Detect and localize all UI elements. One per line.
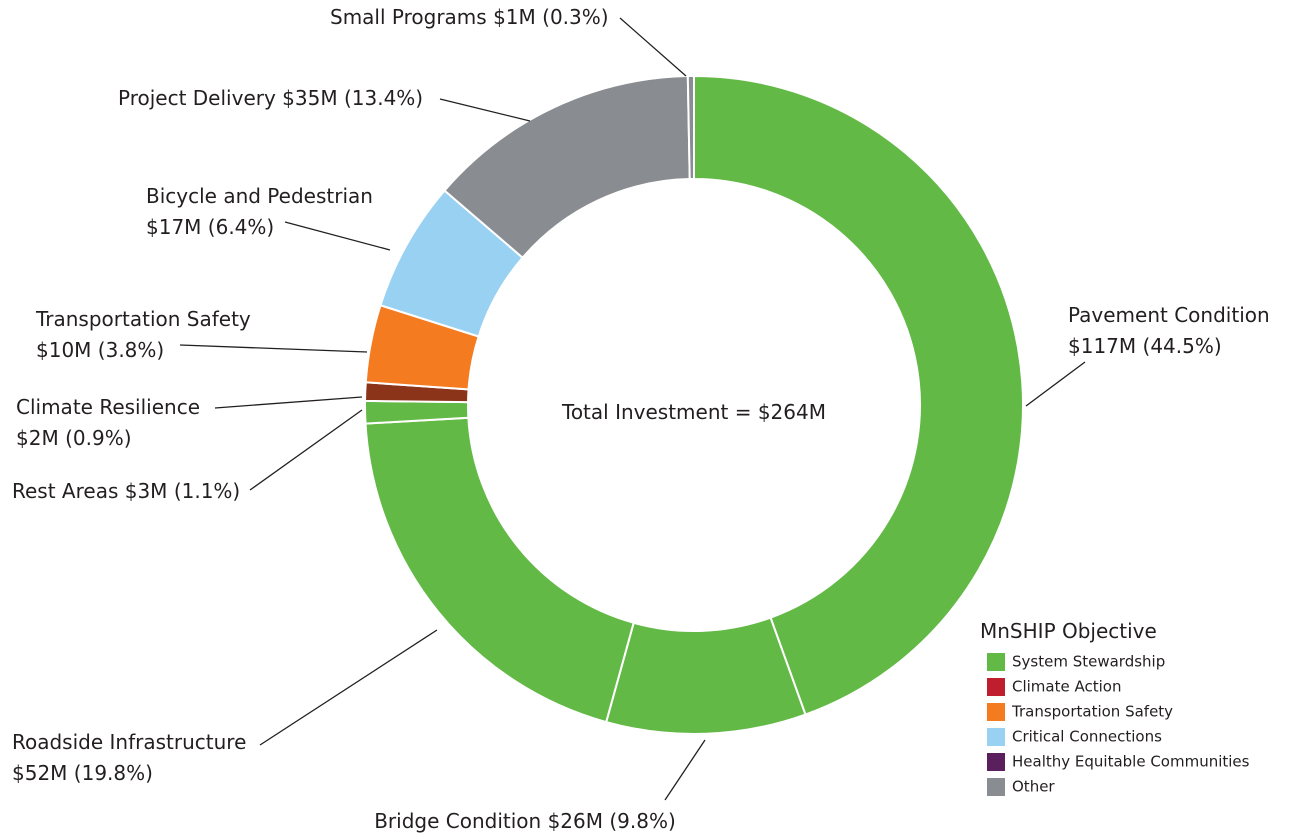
label-percent: (0.3%): [542, 5, 608, 29]
slice-label: Project Delivery $35M (13.4%): [118, 86, 423, 110]
slice-label: Bicycle and Pedestrian $17M (6.4%): [146, 184, 373, 239]
slice-label: Pavement Condition $117M (44.5%): [1068, 303, 1270, 358]
slice-label: Small Programs $1M (0.3%): [330, 5, 609, 29]
slice-label: Roadside Infrastructure $52M (19.8%): [12, 730, 246, 785]
slice: [693, 74, 1024, 716]
center-label: Total Investment = $264M: [561, 400, 826, 424]
label-value: $3M: [125, 479, 168, 503]
slice-label: Transportation Safety $10M (3.8%): [35, 307, 251, 362]
legend-label: Climate Action: [1012, 678, 1121, 696]
label-name: Climate Resilience: [16, 395, 200, 419]
label-value: $10M: [36, 338, 91, 362]
leader-line: [179, 344, 368, 353]
leader-line: [284, 221, 391, 251]
label-name: Pavement Condition: [1068, 303, 1270, 327]
label-percent: (0.9%): [65, 426, 131, 450]
label-name: Roadside Infrastructure: [12, 730, 246, 754]
label-name: Transportation Safety: [35, 307, 251, 331]
legend-label: System Stewardship: [1012, 653, 1165, 671]
label-percent: (13.4%): [344, 86, 423, 110]
label-value: $17M: [146, 215, 201, 239]
label-value: $2M: [16, 426, 59, 450]
slice: [604, 616, 807, 735]
label-percent: (3.8%): [98, 338, 164, 362]
legend-title: MnSHIP Objective: [980, 619, 1157, 643]
legend-swatch: [987, 753, 1005, 771]
label-name: Bicycle and Pedestrian: [146, 184, 373, 208]
slice-label: Rest Areas $3M (1.1%): [12, 479, 240, 503]
slice: [686, 74, 695, 181]
legend-swatch: [987, 703, 1005, 721]
label-name: Small Programs: [330, 5, 487, 29]
leader-line: [439, 98, 531, 122]
legend-swatch: [987, 728, 1005, 746]
label-name: Rest Areas: [12, 479, 118, 503]
label-value: $52M: [12, 761, 67, 785]
label-percent: (44.5%): [1143, 334, 1222, 358]
slice: [364, 416, 635, 724]
slice-label: Climate Resilience $2M (0.9%): [16, 395, 200, 450]
leader-line: [664, 739, 706, 801]
label-value: $1M: [493, 5, 536, 29]
label-name: Bridge Condition: [374, 809, 541, 833]
leader-line: [249, 409, 363, 491]
label-value: $117M: [1068, 334, 1136, 358]
legend-label: Transportation Safety: [1011, 703, 1173, 721]
label-value: $35M: [282, 86, 337, 110]
leader-line: [619, 17, 687, 77]
legend-swatch: [987, 778, 1005, 796]
label-value: $26M: [548, 809, 603, 833]
legend-swatch: [987, 653, 1005, 671]
legend-label: Critical Connections: [1012, 728, 1162, 746]
leader-line: [1025, 361, 1086, 407]
legend-label: Other: [1012, 778, 1055, 796]
leader-line: [214, 396, 363, 409]
label-percent: (9.8%): [609, 809, 675, 833]
label-percent: (6.4%): [208, 215, 274, 239]
label-name: Project Delivery: [118, 86, 276, 110]
leader-line: [259, 629, 438, 746]
slice-label: Bridge Condition $26M (9.8%): [374, 809, 676, 833]
label-percent: (19.8%): [74, 761, 153, 785]
label-percent: (1.1%): [174, 479, 240, 503]
legend-label: Healthy Equitable Communities: [1012, 753, 1250, 771]
legend-swatch: [987, 678, 1005, 696]
